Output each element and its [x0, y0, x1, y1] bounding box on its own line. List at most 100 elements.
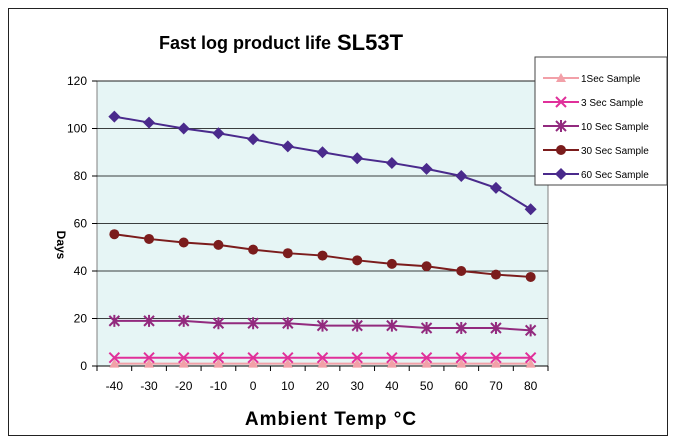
data-point: [247, 351, 259, 364]
legend-label: 1Sec Sample: [581, 74, 641, 85]
data-point: [352, 358, 363, 368]
data-point: [490, 358, 501, 368]
x-tick-label: -40: [106, 379, 124, 393]
data-point: [282, 351, 294, 364]
data-point: [108, 351, 121, 364]
series-2: [108, 351, 537, 364]
data-point: [421, 358, 432, 368]
x-tick-label: 10: [281, 379, 295, 393]
data-point: [316, 351, 329, 364]
data-point: [108, 314, 121, 327]
data-point: [178, 237, 189, 248]
data-point: [386, 351, 398, 364]
data-point: [385, 156, 398, 169]
data-point: [143, 351, 155, 364]
y-tick-label: 120: [67, 74, 87, 88]
data-point: [420, 162, 433, 175]
x-axis-label: Ambient Temp °C: [245, 409, 417, 430]
series-3: [108, 314, 537, 337]
x-tick-label: 20: [316, 379, 330, 393]
data-point: [490, 351, 502, 364]
data-point: [456, 266, 467, 276]
y-tick-label: 0: [80, 359, 87, 373]
data-point: [489, 181, 502, 194]
chart-title: Fast log product life: [159, 33, 331, 53]
data-point: [178, 351, 190, 364]
data-point: [525, 358, 536, 368]
y-tick-label: 20: [74, 312, 88, 326]
data-point: [386, 258, 397, 269]
data-point: [317, 358, 328, 368]
data-point: [213, 358, 224, 368]
x-tick-label: 60: [455, 379, 469, 393]
data-point: [177, 122, 190, 135]
data-point: [109, 358, 120, 368]
data-point: [247, 133, 260, 146]
data-point: [316, 319, 329, 332]
data-point: [109, 229, 120, 240]
series-1: [109, 358, 536, 368]
data-point: [351, 351, 363, 364]
legend-marker: [556, 145, 566, 155]
x-tick-label: 0: [250, 379, 257, 393]
legend-label: 30 Sec Sample: [581, 146, 649, 157]
y-tick-label: 40: [74, 264, 88, 278]
legend-item: 60 Sec Sample: [543, 168, 649, 181]
data-point: [420, 322, 433, 334]
data-point: [386, 319, 398, 332]
data-point: [455, 170, 468, 182]
data-point: [212, 127, 225, 140]
legend-item: 10 Sec Sample: [543, 120, 649, 133]
data-point: [282, 248, 293, 259]
data-point: [144, 233, 155, 244]
data-point: [143, 116, 156, 129]
legend-marker: [556, 73, 566, 82]
chart-title-code: SL53T: [337, 30, 404, 55]
data-point: [248, 358, 259, 368]
data-point: [351, 152, 364, 165]
chart-frame: Fast log product life SL53T 0 20 40 60 80 100…: [8, 8, 668, 436]
x-tick-label: -20: [175, 379, 193, 393]
legend-label: 60 Sec Sample: [581, 170, 649, 181]
data-point: [213, 239, 224, 250]
data-point: [490, 269, 501, 280]
legend-marker: [555, 120, 567, 132]
legend-item: 1Sec Sample: [543, 73, 641, 85]
data-point: [351, 319, 363, 332]
data-point: [144, 358, 155, 368]
legend-marker: [555, 96, 567, 108]
data-point: [247, 317, 259, 330]
data-point: [455, 351, 467, 364]
data-point: [525, 271, 536, 282]
legend: 1Sec Sample 3 Sec Sample 10 Sec Sample 30 S…: [534, 56, 668, 186]
series-5: [108, 110, 537, 216]
data-point: [282, 358, 293, 368]
data-point: [524, 324, 537, 337]
legend-marker: [555, 168, 567, 180]
data-point: [248, 244, 259, 255]
x-tick-label: 30: [351, 379, 365, 393]
y-tick-label: 80: [74, 169, 88, 183]
y-axis-label: Days: [54, 231, 68, 260]
data-point: [456, 358, 467, 368]
legend-label: 10 Sec Sample: [581, 122, 649, 133]
data-point: [420, 351, 433, 364]
data-point: [386, 358, 397, 368]
data-point: [281, 140, 294, 153]
x-axis-ticks: -40 -30 -20 -10 0 10 20 30 40 50 60 70 80: [96, 365, 549, 393]
data-point: [282, 317, 294, 330]
data-point: [108, 110, 121, 123]
y-axis-ticks: 0 20 40 60 80 100 120: [67, 74, 97, 373]
x-tick-label: -10: [210, 379, 228, 393]
data-point: [178, 314, 190, 327]
data-point: [212, 317, 225, 330]
x-tick-label: 40: [385, 379, 399, 393]
legend-label: 3 Sec Sample: [581, 98, 644, 109]
legend-item: 3 Sec Sample: [543, 96, 644, 109]
data-point: [455, 322, 467, 334]
data-point: [316, 146, 329, 159]
data-point: [212, 351, 225, 364]
series-layer: [108, 110, 537, 368]
x-tick-label: -30: [140, 379, 158, 393]
data-point: [143, 314, 155, 327]
